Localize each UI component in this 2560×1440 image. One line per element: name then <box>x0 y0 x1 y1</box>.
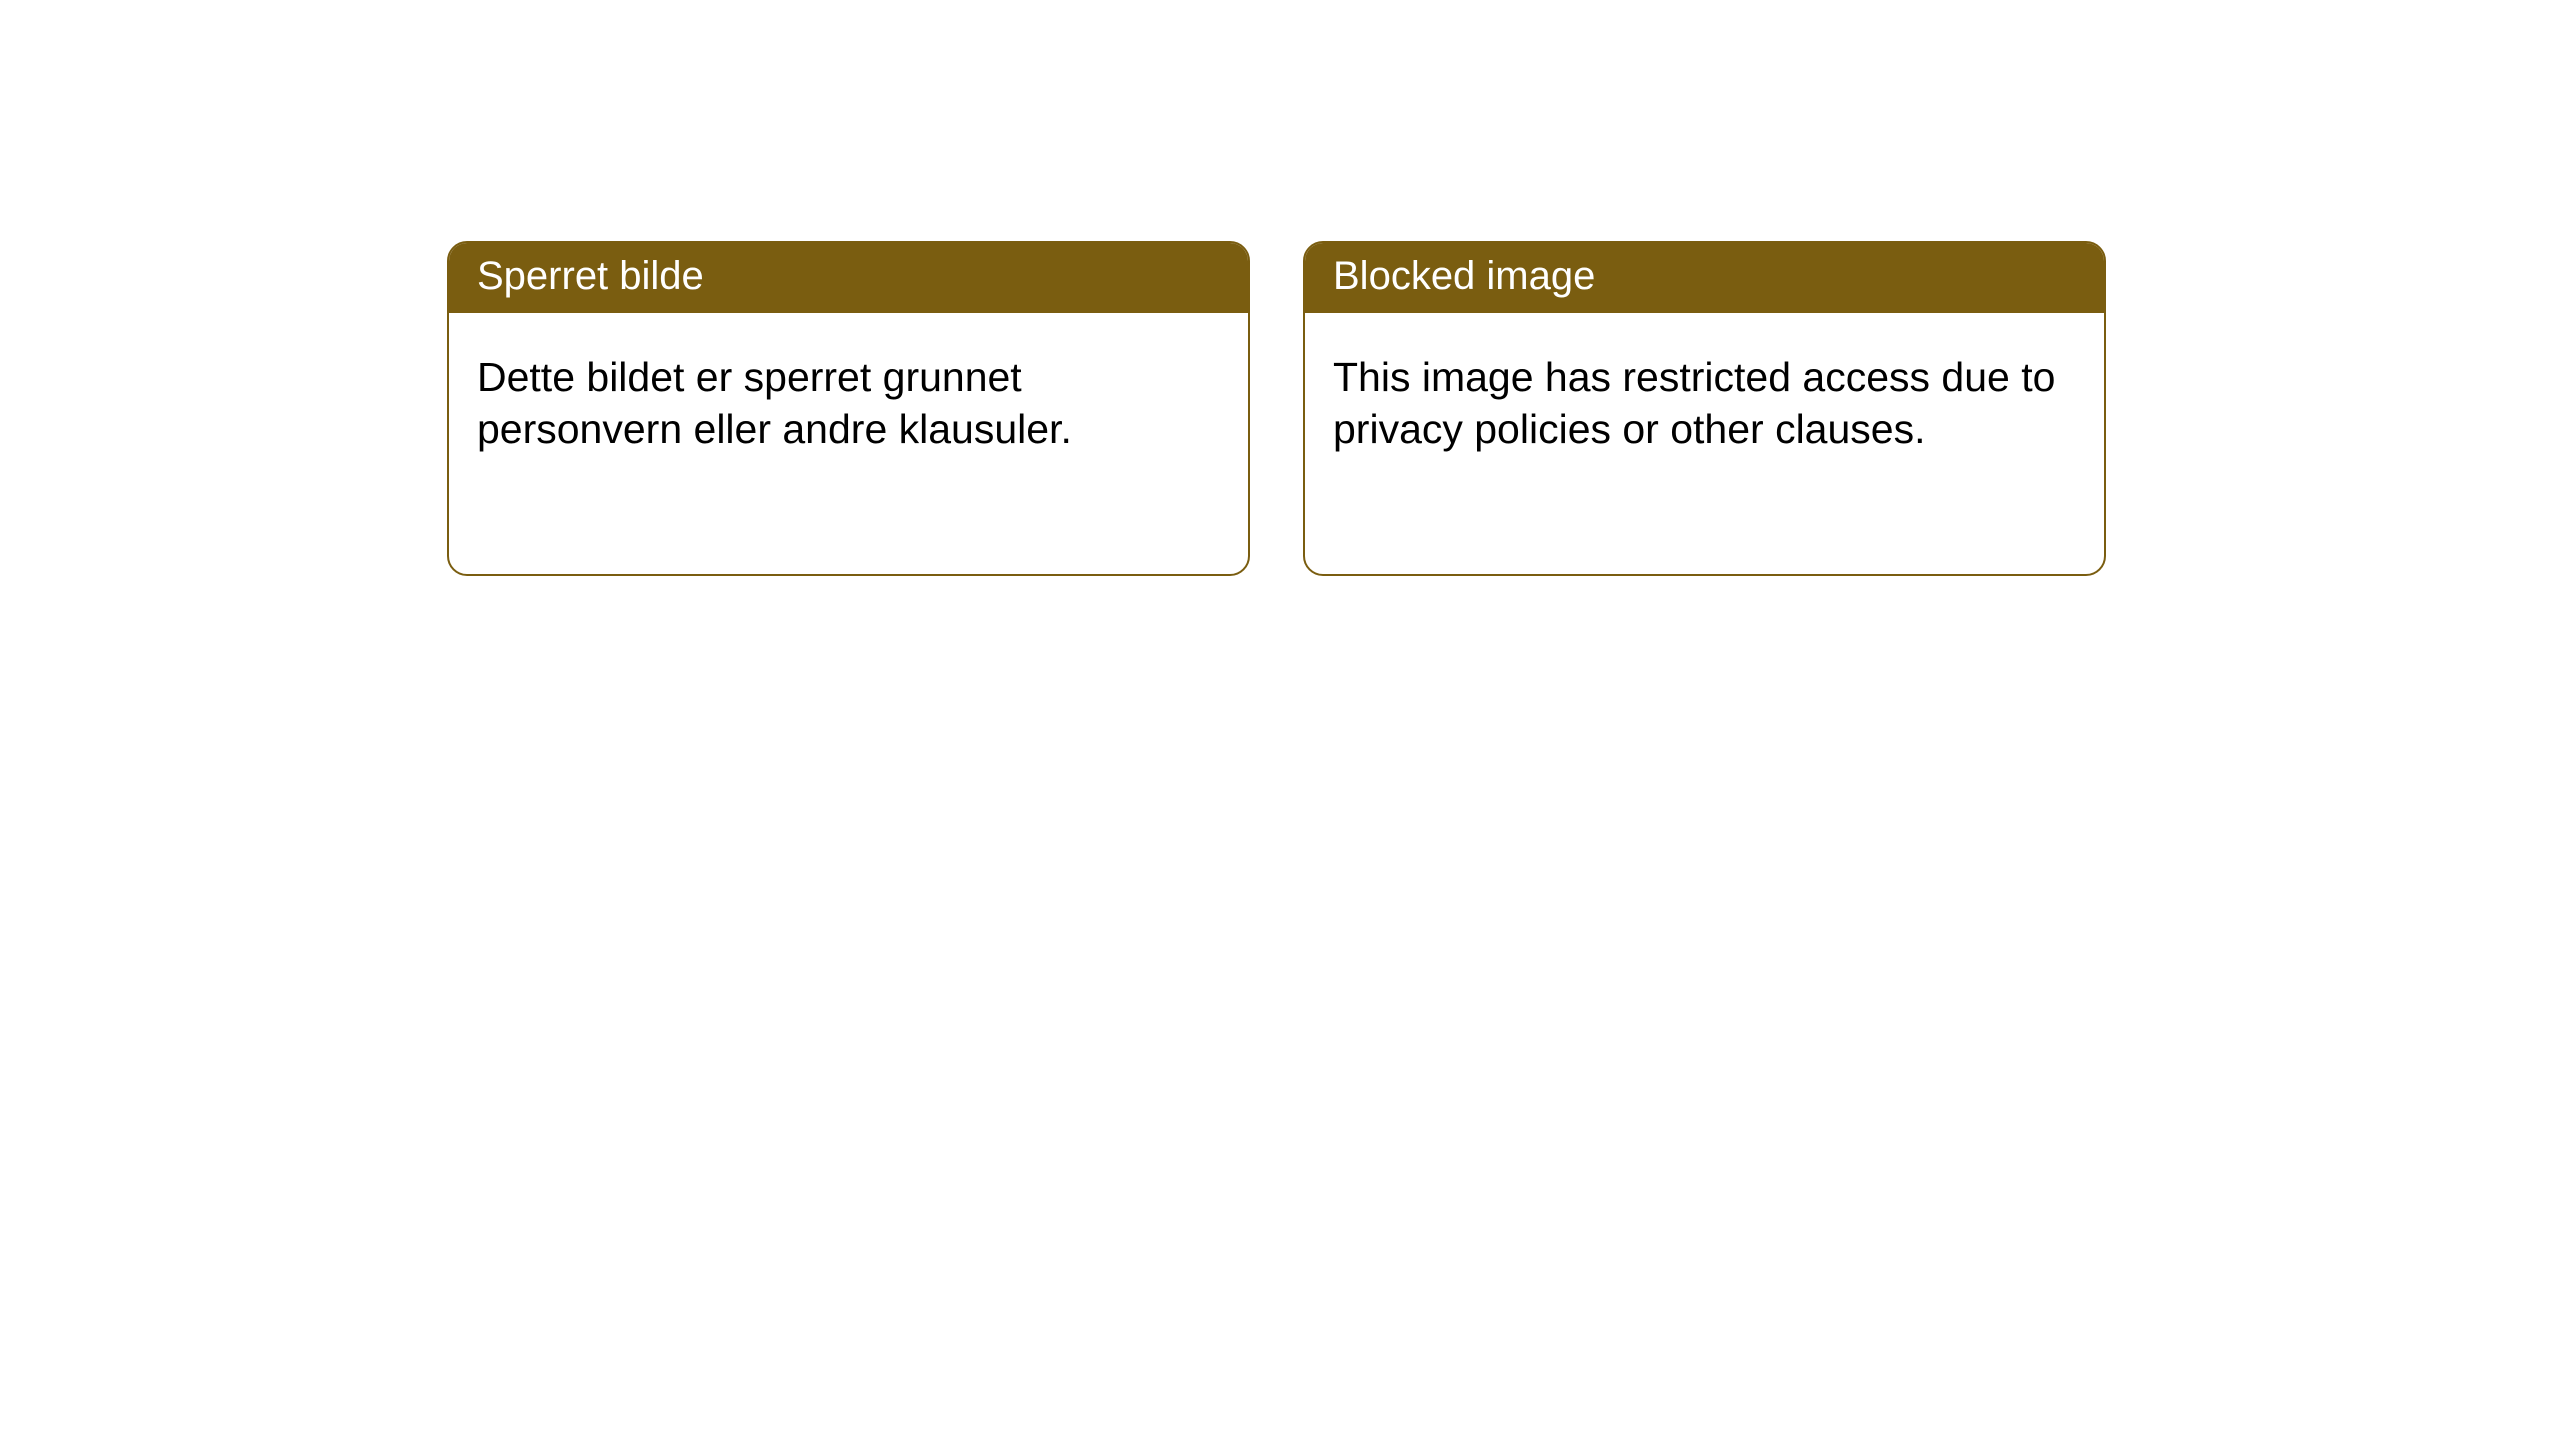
card-body-text-english: This image has restricted access due to … <box>1333 354 2055 452</box>
card-title-english: Blocked image <box>1333 254 1595 298</box>
card-body-norwegian: Dette bildet er sperret grunnet personve… <box>449 313 1248 483</box>
card-body-english: This image has restricted access due to … <box>1305 313 2104 483</box>
card-body-text-norwegian: Dette bildet er sperret grunnet personve… <box>477 354 1072 452</box>
notice-card-norwegian: Sperret bilde Dette bildet er sperret gr… <box>447 241 1250 576</box>
card-title-norwegian: Sperret bilde <box>477 254 704 298</box>
notice-cards-container: Sperret bilde Dette bildet er sperret gr… <box>447 241 2560 576</box>
card-header-norwegian: Sperret bilde <box>449 243 1248 313</box>
card-header-english: Blocked image <box>1305 243 2104 313</box>
notice-card-english: Blocked image This image has restricted … <box>1303 241 2106 576</box>
